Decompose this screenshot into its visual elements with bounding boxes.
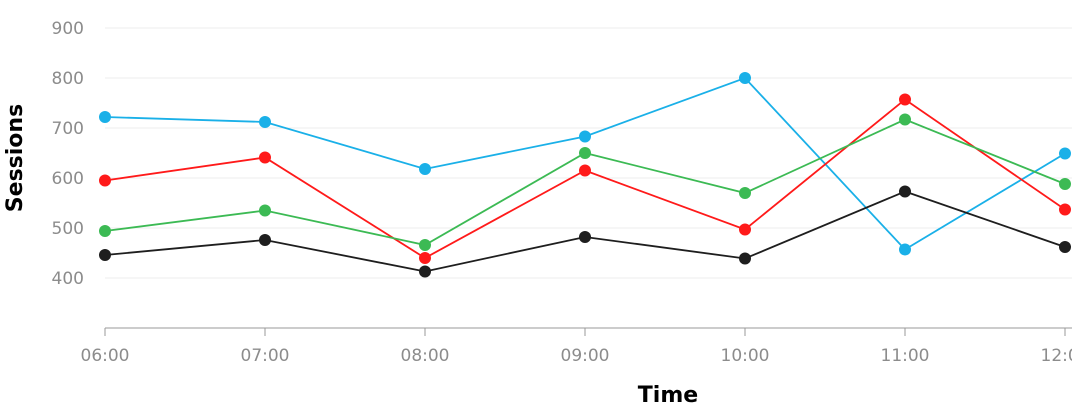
x-tick-label: 10:00	[721, 346, 770, 366]
data-point[interactable]	[579, 164, 591, 177]
data-point[interactable]	[99, 249, 111, 261]
data-point[interactable]	[579, 231, 591, 243]
data-point[interactable]	[419, 239, 431, 251]
series-1	[99, 72, 1071, 256]
data-point[interactable]	[739, 252, 751, 265]
y-tick-label: 700	[52, 119, 84, 139]
series-4	[99, 185, 1071, 278]
series-group	[99, 72, 1071, 278]
data-point[interactable]	[259, 151, 271, 164]
y-tick-label: 400	[52, 269, 84, 289]
y-tick-label: 900	[52, 19, 84, 39]
data-point[interactable]	[899, 93, 911, 106]
data-point[interactable]	[579, 130, 591, 143]
x-tick-label: 07:00	[241, 346, 290, 366]
x-tick-label: 08:00	[401, 346, 450, 366]
data-point[interactable]	[99, 225, 111, 237]
y-tick-label: 800	[52, 69, 84, 89]
data-point[interactable]	[899, 113, 911, 126]
data-point[interactable]	[899, 185, 911, 198]
y-tick-label: 500	[52, 219, 84, 239]
x-tick-label: 11:00	[881, 346, 930, 366]
series-3	[99, 113, 1071, 251]
series-line	[104, 76, 1066, 251]
data-point[interactable]	[99, 111, 111, 123]
series-2	[99, 93, 1071, 264]
x-tick-label: 06:00	[81, 346, 130, 366]
data-point[interactable]	[1059, 241, 1071, 253]
data-point[interactable]	[739, 187, 751, 199]
data-point[interactable]	[579, 147, 591, 159]
grid	[105, 27, 1072, 279]
y-axis-title: Sessions	[3, 104, 28, 212]
data-point[interactable]	[1059, 178, 1071, 190]
data-point[interactable]	[899, 243, 911, 256]
data-point[interactable]	[419, 265, 431, 278]
x-tick-label: 12:00	[1041, 346, 1072, 366]
data-point[interactable]	[99, 174, 111, 187]
data-point[interactable]	[739, 72, 751, 84]
data-point[interactable]	[259, 234, 271, 246]
data-point[interactable]	[1059, 203, 1071, 216]
x-tick-label: 09:00	[561, 346, 610, 366]
data-point[interactable]	[739, 223, 751, 236]
data-point[interactable]	[419, 252, 431, 264]
data-point[interactable]	[259, 116, 271, 128]
data-point[interactable]	[1059, 147, 1071, 160]
data-point[interactable]	[259, 204, 271, 217]
y-tick-label: 600	[52, 169, 84, 189]
data-point[interactable]	[419, 163, 431, 175]
x-axis-title: Time	[638, 383, 698, 405]
axes: 400 500 600 700 800 900 06:00 07:00 08:00 09:00 10…	[52, 19, 1072, 366]
